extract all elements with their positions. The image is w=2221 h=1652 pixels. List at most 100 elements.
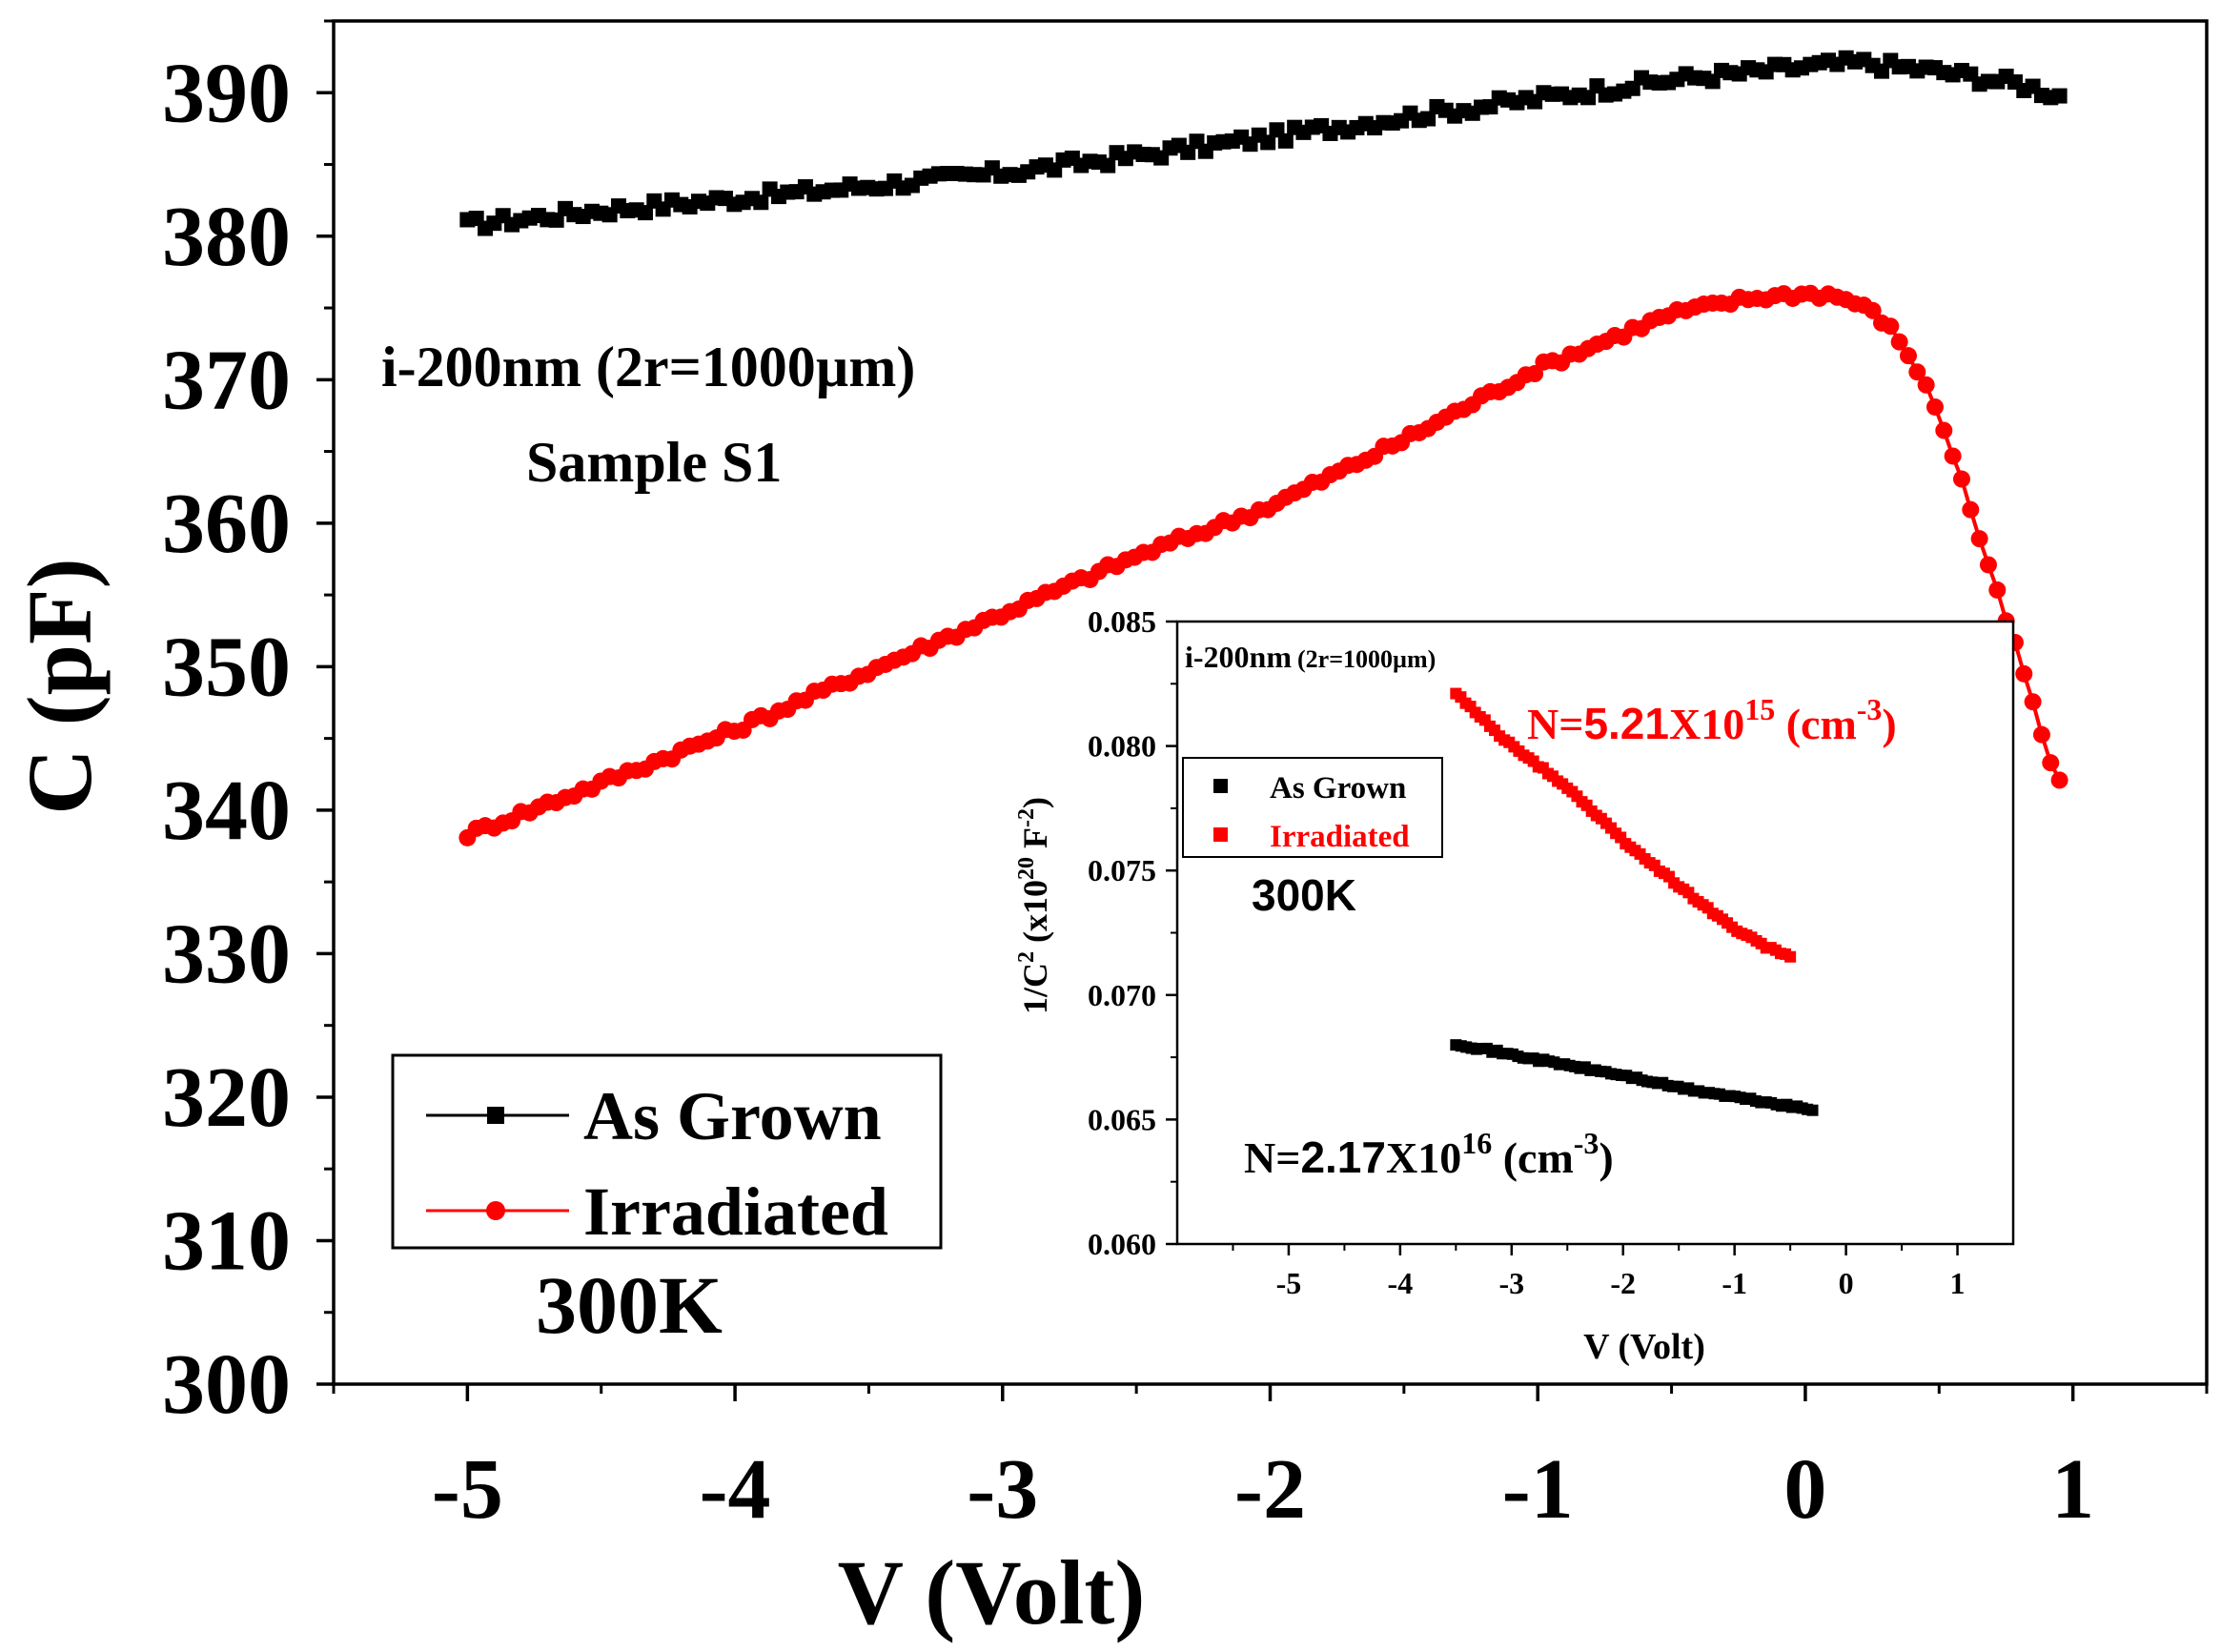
inset-legend-as-grown-label: As Grown bbox=[1270, 771, 1406, 806]
main-y-axis-label: C (pF) bbox=[9, 558, 111, 814]
inset-y-label-sup: -2 bbox=[1014, 808, 1039, 827]
main-y-ticks: 300 310 320 330 340 350 360 370 380 390 bbox=[162, 19, 334, 1432]
n-as-grown-annotation: N=2.17X1016 (cm-3) bbox=[1244, 1126, 1614, 1182]
main-chart: -5 -4 -3 -2 -1 0 1 300 310 320 330 340 350 360 370 380… bbox=[9, 19, 2209, 1643]
main-y-tick-label: 330 bbox=[162, 907, 291, 1001]
n-ag-unit-exp: -3 bbox=[1574, 1126, 1600, 1160]
inset-y-tick-label: 0.085 bbox=[1088, 604, 1156, 639]
inset-sample-text: i-200nm bbox=[1185, 640, 1292, 674]
data-point bbox=[2051, 88, 2068, 104]
data-point bbox=[1970, 530, 1988, 548]
n-irr-exp: 15 bbox=[1744, 692, 1775, 726]
data-point bbox=[2042, 754, 2060, 772]
data-point bbox=[1926, 398, 1944, 416]
inset-sample-annotation: i-200nm (2r=1000µm) bbox=[1185, 640, 1436, 674]
main-series bbox=[458, 50, 2068, 846]
data-point bbox=[753, 194, 769, 211]
sample-annotation: i-200nm (2r=1000µm) bbox=[381, 336, 915, 398]
inset-y-label-part: 1/C bbox=[1016, 963, 1054, 1014]
n-ag-prefix: N= bbox=[1244, 1133, 1300, 1182]
inset-y-tick-label: 0.075 bbox=[1088, 853, 1156, 887]
data-point bbox=[1864, 301, 1882, 319]
inset-y-label-part: (x10 bbox=[1016, 880, 1054, 951]
legend-irradiated-label: Irradiated bbox=[583, 1173, 888, 1250]
inset-legend: As Grown Irradiated bbox=[1182, 757, 1443, 858]
inset-series bbox=[1450, 687, 1819, 1116]
data-point bbox=[1100, 157, 1116, 173]
main-series-irradiated bbox=[458, 284, 2068, 846]
n-irr-times: X10 bbox=[1669, 700, 1744, 748]
inset-x-tick-label: 1 bbox=[1950, 1266, 1966, 1300]
n-irr-close: ) bbox=[1882, 700, 1896, 748]
main-legend: As Grown Irradiated bbox=[391, 1053, 943, 1250]
inset-series-irradiated bbox=[1450, 687, 1797, 963]
n-irr-prefix: N= bbox=[1527, 700, 1583, 748]
inset-x-tick-label: -4 bbox=[1388, 1266, 1414, 1300]
data-point bbox=[1917, 376, 1935, 394]
inset-y-tick-label: 0.070 bbox=[1088, 978, 1156, 1012]
inset-series-as-grown bbox=[1450, 1039, 1819, 1116]
main-series-as-grown bbox=[459, 50, 2068, 236]
main-y-tick-label: 360 bbox=[162, 477, 291, 571]
n-ag-mantissa: 2.17 bbox=[1300, 1132, 1386, 1182]
main-x-axis-label: V (Volt) bbox=[838, 1541, 1146, 1643]
data-point bbox=[2032, 725, 2050, 744]
main-x-tick-label: -2 bbox=[1234, 1442, 1306, 1537]
n-ag-times: X10 bbox=[1386, 1133, 1461, 1182]
main-x-tick-label: -1 bbox=[1502, 1442, 1574, 1537]
data-point bbox=[1899, 347, 1917, 365]
n-ag-close: ) bbox=[1599, 1133, 1613, 1182]
inset-x-tick-label: 0 bbox=[1839, 1266, 1854, 1300]
data-point bbox=[1882, 317, 1900, 336]
inset-x-tick-label: -5 bbox=[1276, 1266, 1302, 1300]
inset-x-tick-label: -1 bbox=[1722, 1266, 1747, 1300]
inset-y-tick-label: 0.060 bbox=[1088, 1227, 1156, 1261]
inset-legend-irradiated-marker bbox=[1213, 827, 1228, 842]
inset-y-label-part: ) bbox=[1016, 797, 1054, 808]
inset-y-label-part: F bbox=[1016, 827, 1054, 857]
main-legend-box bbox=[391, 1053, 943, 1250]
legend-as-grown-label: As Grown bbox=[583, 1078, 882, 1154]
data-point bbox=[637, 205, 653, 221]
main-y-tick-label: 320 bbox=[162, 1050, 291, 1145]
n-irradiated-annotation: N=5.21X1015 (cm-3) bbox=[1527, 692, 1897, 748]
main-x-tick-label: 0 bbox=[1783, 1442, 1826, 1537]
legend-as-grown-marker bbox=[487, 1107, 504, 1124]
n-irr-unit: (cm bbox=[1775, 700, 1857, 748]
data-point bbox=[1979, 556, 1997, 574]
data-point bbox=[1988, 581, 2007, 599]
inset-chart: -5 -4 -3 -2 -1 0 1 0.060 0.065 0.070 0.075 0.080 0.… bbox=[1014, 604, 2015, 1367]
legend-irradiated-marker bbox=[486, 1201, 505, 1220]
inset-temperature-label: 300K bbox=[1252, 870, 1356, 920]
main-x-tick-label: -4 bbox=[700, 1442, 771, 1537]
data-point bbox=[1962, 500, 1980, 519]
n-irr-unit-exp: -3 bbox=[1857, 692, 1883, 726]
inset-y-axis-label: 1/C2 (x1020 F-2) bbox=[1014, 797, 1054, 1014]
inset-legend-as-grown-marker bbox=[1213, 779, 1228, 793]
inset-x-tick-label: -2 bbox=[1610, 1266, 1636, 1300]
inset-legend-irradiated-label: Irradiated bbox=[1270, 820, 1410, 854]
data-point bbox=[548, 212, 564, 228]
main-y-tick-label: 380 bbox=[162, 190, 291, 284]
data-point bbox=[1890, 333, 1908, 351]
data-point bbox=[1420, 111, 1437, 127]
inset-y-tick-label: 0.065 bbox=[1088, 1102, 1156, 1136]
inset-x-tick-label: -3 bbox=[1498, 1266, 1524, 1300]
main-y-tick-label: 390 bbox=[162, 46, 291, 140]
main-y-tick-label: 370 bbox=[162, 333, 291, 427]
data-point bbox=[1784, 950, 1797, 963]
n-ag-unit: (cm bbox=[1492, 1133, 1574, 1182]
n-ag-exp: 16 bbox=[1461, 1126, 1492, 1160]
main-y-tick-label: 310 bbox=[162, 1193, 291, 1288]
main-y-tick-label: 340 bbox=[162, 764, 291, 858]
data-point bbox=[1935, 421, 1953, 439]
inset-y-label-sup: 20 bbox=[1014, 857, 1039, 880]
data-point bbox=[1260, 134, 1276, 151]
data-point bbox=[2024, 693, 2042, 711]
inset-y-tick-label: 0.080 bbox=[1088, 729, 1156, 764]
data-point bbox=[1908, 363, 1926, 381]
main-y-tick-label: 300 bbox=[162, 1337, 291, 1432]
inset-sample-subtext: (2r=1000µm) bbox=[1297, 645, 1436, 673]
main-temperature-label: 300K bbox=[536, 1259, 723, 1351]
